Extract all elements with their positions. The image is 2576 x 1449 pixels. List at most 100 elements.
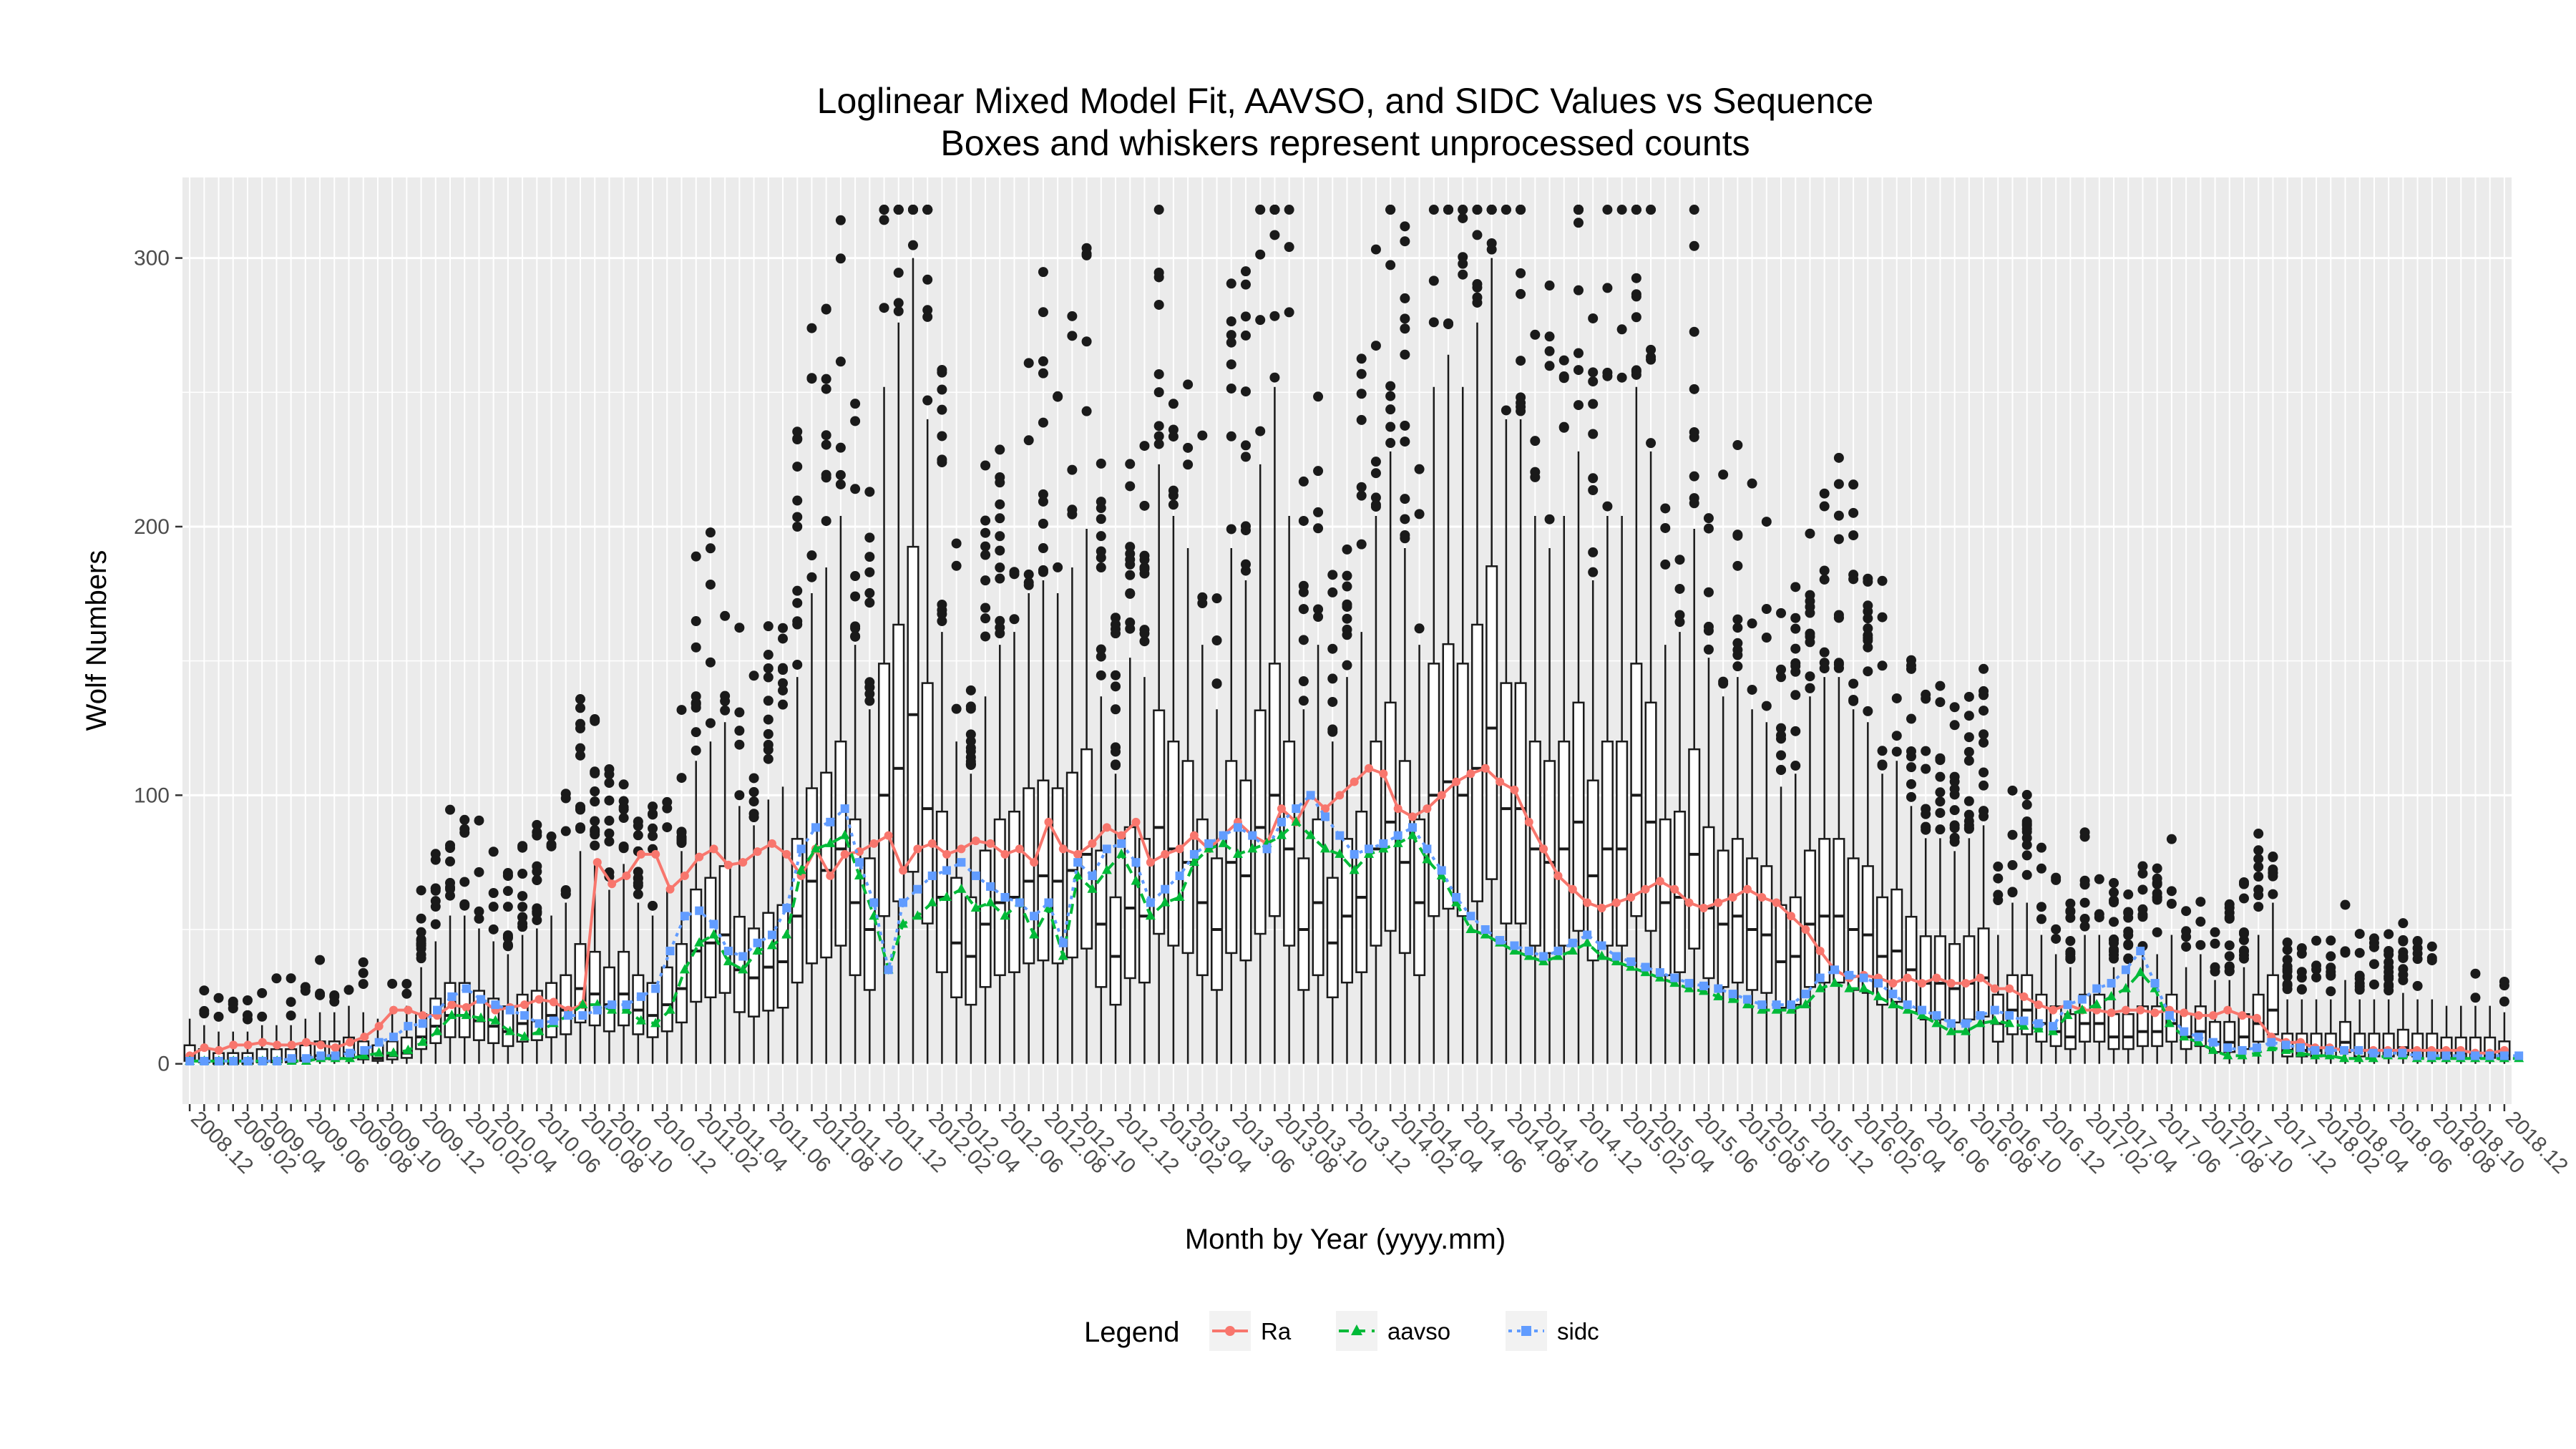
- series-point-Ra: [1480, 763, 1490, 773]
- box-outlier: [1761, 604, 1772, 615]
- box-outlier: [517, 841, 528, 852]
- series-point-aavso: [2251, 1047, 2262, 1057]
- box-outlier: [1255, 315, 1266, 326]
- box-outlier: [1573, 205, 1584, 215]
- box-body: [921, 682, 934, 924]
- box-outlier: [2137, 861, 2148, 872]
- box-outlier: [2210, 962, 2220, 972]
- box-outlier: [1573, 285, 1584, 296]
- boxplot: [1558, 355, 1571, 1064]
- series-point-Ra: [1757, 892, 1767, 902]
- series-point-Ra: [1524, 817, 1533, 826]
- box-outlier: [1472, 230, 1483, 240]
- box-outlier: [590, 816, 600, 826]
- box-outlier: [778, 699, 789, 710]
- box-outlier: [965, 729, 976, 740]
- series-point-sidc: [2092, 984, 2102, 993]
- boxplot: [733, 623, 746, 1064]
- series-point-aavso: [738, 964, 748, 974]
- box-outlier: [532, 907, 542, 917]
- box-body: [1211, 857, 1224, 991]
- legend-entry-aavso: aavso: [1336, 1311, 1450, 1351]
- boxplot: [1616, 205, 1629, 1064]
- box-outlier: [1573, 365, 1584, 376]
- box-outlier: [590, 714, 600, 725]
- box-outlier: [242, 995, 253, 1005]
- box-body: [1616, 741, 1629, 947]
- box-body: [1153, 709, 1166, 935]
- box-outlier: [2123, 889, 2134, 900]
- series-point-Ra: [1102, 823, 1111, 832]
- series-point-sidc: [942, 866, 952, 875]
- boxplot: [2049, 872, 2062, 1064]
- series-point-aavso: [461, 1010, 472, 1020]
- box-body: [1254, 709, 1267, 935]
- boxplot: [1340, 544, 1354, 1064]
- series-point-aavso: [2296, 1047, 2306, 1057]
- box-outlier: [1153, 387, 1164, 398]
- series-point-Ra: [1000, 849, 1010, 859]
- box-outlier: [1674, 555, 1685, 565]
- box-outlier: [1631, 289, 1641, 300]
- box-outlier: [1023, 358, 1034, 369]
- series-point-aavso: [1305, 829, 1316, 839]
- series-point-aavso: [577, 999, 588, 1009]
- series-Ra: [185, 763, 2509, 1060]
- box-body: [2136, 1005, 2149, 1048]
- box-outlier: [763, 621, 774, 632]
- series-point-sidc: [1742, 995, 1752, 1004]
- series-point-aavso: [1975, 1018, 1986, 1028]
- boxplot: [805, 323, 818, 1064]
- series-point-aavso: [1029, 929, 1040, 939]
- box-outlier: [2398, 918, 2409, 929]
- box-body: [950, 877, 963, 999]
- box-outlier: [2282, 979, 2293, 990]
- box-outlier: [1761, 633, 1772, 643]
- box-outlier: [2311, 972, 2322, 982]
- box-outlier: [1168, 499, 1179, 510]
- box-outlier: [546, 839, 557, 850]
- box-outlier: [1949, 823, 1960, 834]
- series-point-aavso: [2339, 1053, 2350, 1063]
- box-outlier: [792, 619, 803, 630]
- box-outlier: [2152, 892, 2162, 903]
- box-outlier: [1949, 771, 1960, 782]
- series-point-aavso: [2033, 1023, 2044, 1033]
- box-outlier: [1183, 442, 1194, 453]
- series-point-sidc: [1553, 947, 1563, 956]
- boxplot: [2223, 899, 2236, 1064]
- box-outlier: [1400, 420, 1410, 431]
- box-outlier: [1732, 560, 1743, 571]
- box-outlier: [1269, 230, 1280, 240]
- box-outlier: [416, 940, 426, 951]
- series-point-sidc: [360, 1045, 369, 1055]
- box-outlier: [1313, 523, 1324, 534]
- series-point-sidc: [1830, 965, 1840, 975]
- series-point-aavso: [432, 1025, 443, 1035]
- box-outlier: [1689, 498, 1699, 509]
- box-outlier: [1356, 539, 1367, 550]
- box-outlier: [1458, 258, 1468, 269]
- box-outlier: [1081, 336, 1092, 347]
- box-outlier: [922, 205, 933, 215]
- box-outlier: [430, 883, 441, 894]
- series-point-aavso: [388, 1047, 399, 1057]
- box-outlier: [2021, 789, 2032, 800]
- box-outlier: [1298, 580, 1309, 591]
- box-outlier: [1588, 429, 1599, 439]
- series-point-aavso: [1465, 924, 1476, 934]
- box-outlier: [835, 469, 846, 480]
- box-outlier: [1125, 542, 1136, 552]
- series-point-sidc: [374, 1038, 384, 1047]
- box-outlier: [532, 830, 542, 841]
- legend-key-point: [1351, 1324, 1362, 1335]
- boxplot: [415, 885, 428, 1064]
- box-body: [907, 545, 919, 873]
- series-point-sidc: [1248, 831, 1257, 840]
- box-outlier: [720, 705, 731, 716]
- box-outlier: [995, 444, 1005, 455]
- series-point-sidc: [2441, 1051, 2451, 1060]
- box-outlier: [2326, 951, 2336, 962]
- box-outlier: [1863, 613, 1873, 624]
